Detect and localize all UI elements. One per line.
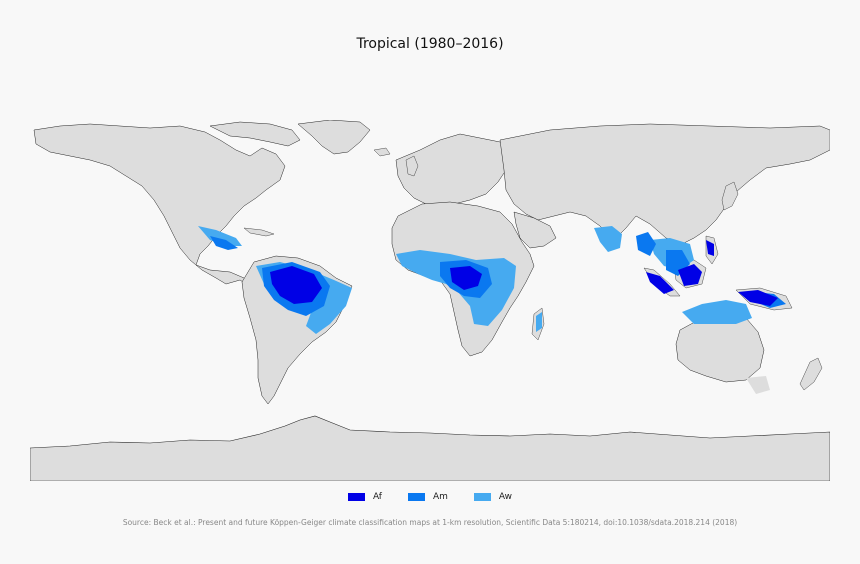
legend-swatch-af [347,493,365,501]
source-citation: Source: Beck et al.: Present and future … [122,518,738,527]
new-zealand [799,357,823,391]
greenland [297,120,371,155]
map-title: Tropical (1980–2016) [356,36,504,52]
zone-af [270,240,778,306]
iceland [373,147,391,157]
north-america [33,123,286,289]
legend-swatch-aw [473,493,491,501]
legend-swatch-am [407,493,425,501]
caribbean [243,227,275,237]
legend-label-af: Af [372,492,382,502]
japan [721,181,739,211]
great-britain [405,155,419,177]
asia [499,123,830,245]
antarctica [30,415,830,481]
arabia [513,211,557,249]
legend: Af Am Aw [0,492,860,502]
legend-item-af: Af [347,492,382,502]
europe [395,133,511,209]
legend-item-aw: Aw [473,492,513,502]
arctic-islands [209,121,301,147]
world-map [30,120,830,481]
world-map-svg [30,120,830,481]
legend-item-am: Am [407,492,448,502]
legend-label-aw: Aw [498,492,513,502]
legend-label-am: Am [432,492,448,502]
